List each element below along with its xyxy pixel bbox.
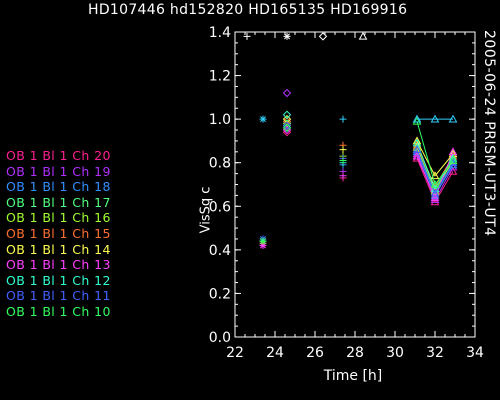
data-point — [339, 115, 347, 123]
line-point — [448, 160, 458, 169]
line-point — [430, 197, 440, 206]
line-point — [412, 116, 422, 125]
legend-item: OB 1 Bl 1 Ch 13 — [6, 257, 111, 273]
line-point — [448, 162, 458, 171]
y-tick-label: 0.0 — [209, 330, 231, 346]
legend-item: OB 1 Bl 1 Ch 14 — [6, 241, 111, 257]
data-point — [282, 123, 292, 133]
line-point — [430, 114, 440, 123]
data-point — [282, 88, 292, 98]
data-point — [339, 157, 347, 165]
series-line — [416, 151, 454, 199]
legend-item: OB 1 Bl 1 Ch 16 — [6, 210, 111, 226]
x-axis-label: Time [h] — [323, 368, 383, 384]
x-tick-label: 34 — [466, 345, 484, 361]
y-tick-label: 0.8 — [209, 156, 231, 172]
x-tick-label: 22 — [226, 345, 244, 361]
x-tick-label: 24 — [266, 345, 284, 361]
line-point — [448, 156, 458, 164]
data-point — [282, 121, 292, 130]
legend-item: OB 1 Bl 1 Ch 12 — [6, 272, 111, 288]
calibrator-marker — [243, 32, 251, 40]
calibrator-marker — [318, 32, 328, 41]
line-point — [412, 145, 422, 153]
calibrator-marker — [358, 31, 368, 40]
line-point — [430, 171, 440, 180]
line-point — [412, 151, 422, 160]
x-tick-label: 32 — [426, 345, 444, 361]
x-tick-label: 30 — [386, 345, 404, 361]
line-point — [430, 188, 440, 197]
line-point — [412, 114, 422, 123]
line-point — [430, 179, 440, 188]
y-tick-label: 1.4 — [209, 25, 231, 41]
legend: OB 1 Bl 1 Ch 20 OB 1 Bl 1 Ch 19 OB 1 Bl 1 … — [6, 148, 111, 320]
legend-item: OB 1 Bl 1 Ch 15 — [6, 225, 111, 241]
series-line — [416, 121, 454, 186]
series-line — [416, 140, 454, 177]
legend-item: OB 1 Bl 1 Ch 17 — [6, 194, 111, 210]
series-line — [416, 149, 454, 195]
legend-item: OB 1 Bl 1 Ch 19 — [6, 163, 111, 179]
x-tick-label: 26 — [306, 345, 324, 361]
data-point — [259, 115, 267, 123]
series-line — [416, 147, 454, 193]
y-tick-label: 0.6 — [209, 199, 231, 215]
series-line — [416, 151, 454, 197]
line-point — [430, 193, 440, 201]
chart-title: HD107446 hd152820 HD165135 HD169916 — [88, 2, 408, 18]
data-point — [259, 242, 267, 249]
data-point — [339, 146, 347, 154]
line-point — [430, 195, 440, 204]
data-point — [282, 110, 292, 119]
y-tick-label: 1.2 — [209, 69, 231, 85]
legend-item: OB 1 Bl 1 Ch 18 — [6, 179, 111, 195]
calibrator-marker — [283, 32, 291, 40]
legend-item: OB 1 Bl 1 Ch 10 — [6, 303, 111, 319]
legend-item: OB 1 Bl 1 Ch 11 — [6, 288, 111, 304]
y-tick-label: 1.0 — [209, 112, 231, 128]
y-tick-label: 0.4 — [209, 243, 231, 259]
data-point — [259, 237, 267, 245]
data-point — [339, 172, 347, 180]
line-point — [448, 114, 458, 123]
legend-item: OB 1 Bl 1 Ch 20 — [6, 148, 111, 163]
y-tick-label: 0.2 — [209, 286, 231, 302]
x-tick-label: 28 — [346, 345, 364, 361]
series-line — [416, 158, 454, 204]
